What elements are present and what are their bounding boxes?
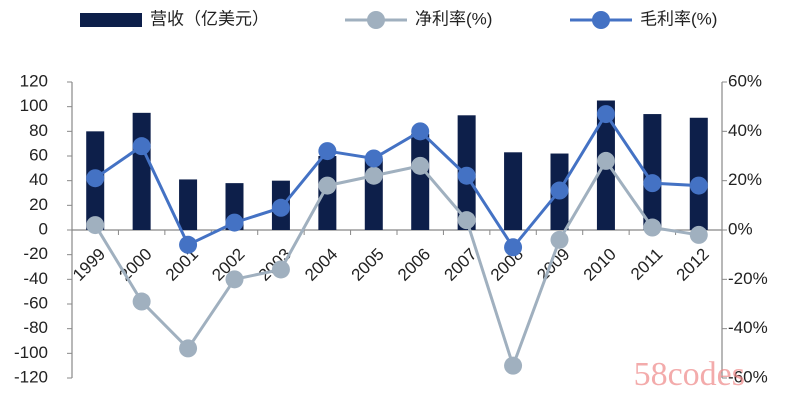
bar <box>179 179 198 230</box>
y2-tick-label: -20% <box>728 269 768 288</box>
y-tick-label: 40 <box>29 170 48 189</box>
bar <box>411 133 430 230</box>
y-tick-label: -60 <box>23 293 48 312</box>
y-tick-label: 120 <box>20 71 48 90</box>
point <box>550 230 569 249</box>
point <box>504 238 523 257</box>
y-tick-label: -20 <box>23 244 48 263</box>
x-tick-label: 2006 <box>394 245 434 285</box>
point <box>132 292 151 311</box>
x-tick-label: 2004 <box>301 245 341 285</box>
point <box>179 235 198 254</box>
point <box>411 156 430 175</box>
watermark: 58codes <box>634 356 745 393</box>
point <box>457 211 476 230</box>
y-tick-label: 60 <box>29 145 48 164</box>
point <box>271 260 290 279</box>
legend-label: 毛利率(%) <box>640 9 717 28</box>
y2-tick-label: 40% <box>728 121 762 140</box>
line <box>93 158 700 371</box>
x-tick-label: 2000 <box>115 245 155 285</box>
y-tick-label: -80 <box>23 318 48 337</box>
point <box>643 218 662 237</box>
y2-tick-label: -40% <box>728 318 768 337</box>
x-tick-label: 2012 <box>673 245 713 285</box>
point <box>179 339 198 358</box>
y-tick-label: -100 <box>14 343 48 362</box>
point <box>504 356 523 375</box>
x-tick-label: 1999 <box>69 245 109 285</box>
point <box>689 176 708 195</box>
point <box>318 142 337 161</box>
y-tick-label: 100 <box>20 96 48 115</box>
legend-label: 净利率(%) <box>415 9 492 28</box>
point <box>86 216 105 235</box>
y2-tick-label: 20% <box>728 170 762 189</box>
point <box>364 166 383 185</box>
y2-tick-label: -60% <box>728 367 768 386</box>
bar <box>643 114 662 230</box>
y2-tick-label: 0% <box>728 219 753 238</box>
point <box>318 176 337 195</box>
x-tick-label: 2005 <box>348 245 388 285</box>
bar <box>689 117 708 230</box>
y-tick-label: 80 <box>29 121 48 140</box>
point <box>364 149 383 168</box>
point <box>132 137 151 156</box>
point <box>643 174 662 193</box>
y-tick-label: -120 <box>14 367 48 386</box>
x-tick-label: 2011 <box>627 245 666 284</box>
y2-tick-label: 60% <box>728 71 762 90</box>
point <box>86 169 105 188</box>
y-tick-label: -40 <box>23 269 48 288</box>
point <box>550 181 569 200</box>
bar <box>504 152 523 230</box>
point <box>411 122 430 141</box>
x-tick-label: 2009 <box>533 245 573 285</box>
legend-marker <box>592 11 610 29</box>
legend-label: 营收（亿美元） <box>150 9 269 28</box>
y-tick-label: 20 <box>29 195 48 214</box>
x-tick-label: 2007 <box>440 245 480 285</box>
point <box>457 166 476 185</box>
legend-swatch <box>80 13 142 27</box>
point <box>225 213 244 232</box>
x-tick-label: 2010 <box>580 245 620 285</box>
bar <box>132 112 151 230</box>
legend-marker <box>367 11 385 29</box>
y-tick-label: 0 <box>39 219 48 238</box>
point <box>689 225 708 244</box>
point <box>271 198 290 217</box>
point <box>596 105 615 124</box>
point <box>596 151 615 170</box>
point <box>225 270 244 289</box>
